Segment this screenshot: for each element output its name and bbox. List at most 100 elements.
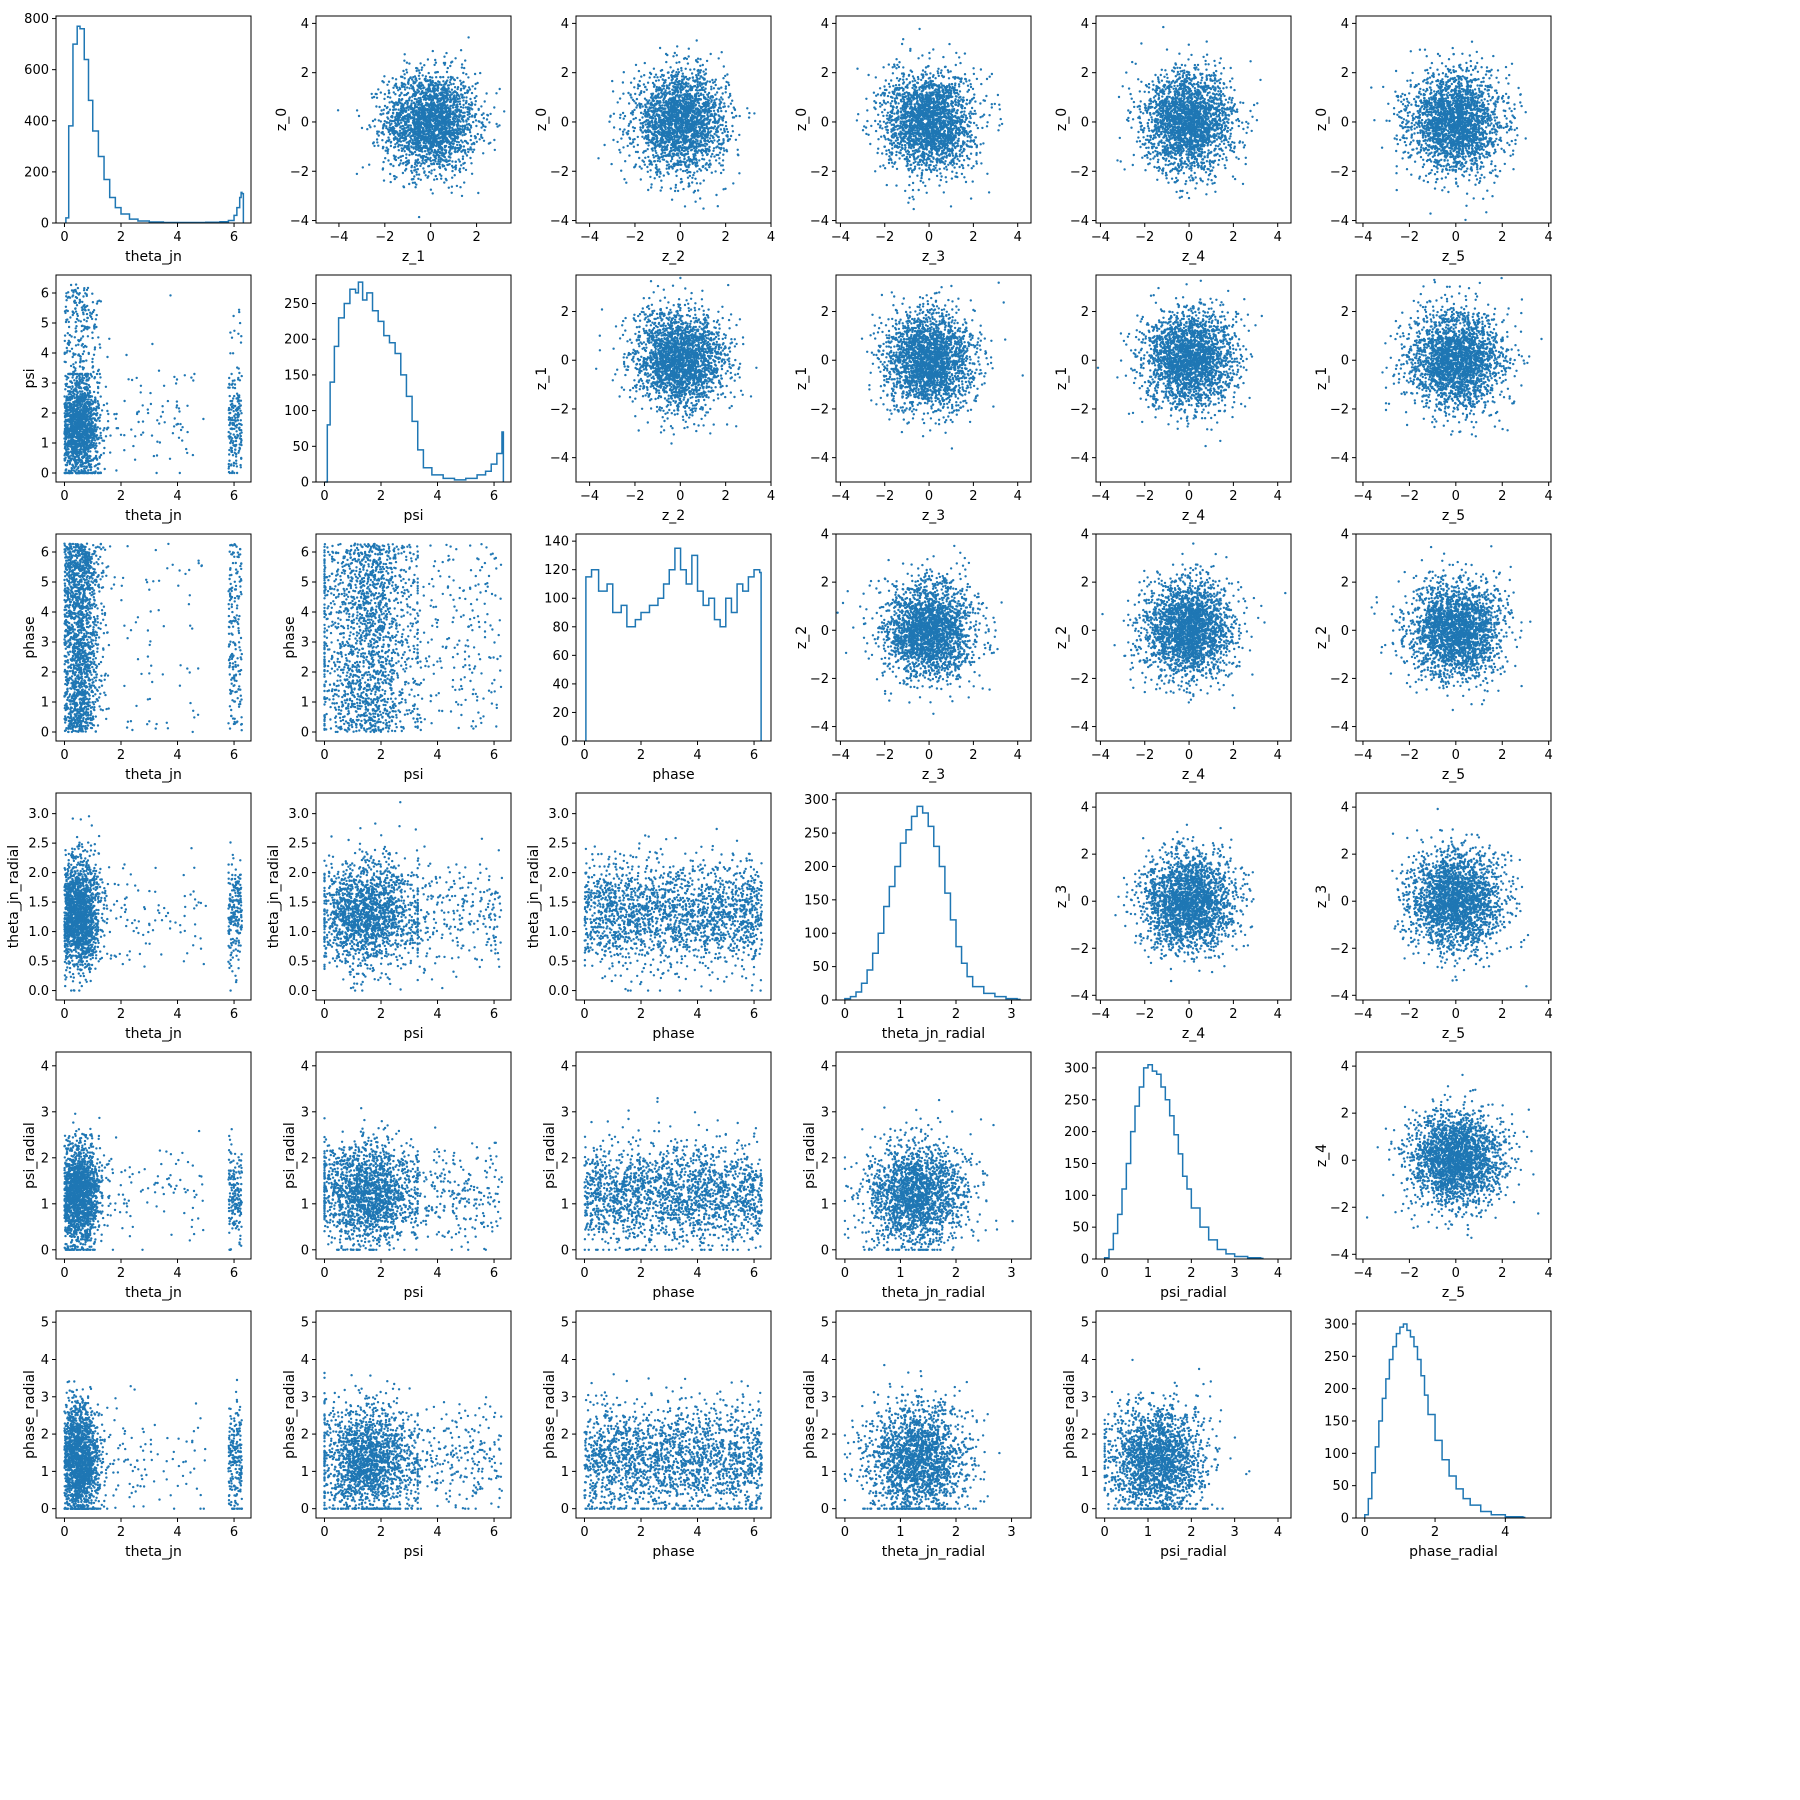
scatter-point (455, 100, 457, 102)
y-tick-label: 20 (552, 706, 569, 721)
scatter-point (461, 141, 463, 143)
scatter-point (408, 62, 410, 64)
scatter-point (451, 137, 453, 139)
scatter-point (422, 132, 424, 134)
scatter-point (402, 70, 404, 72)
scatter-point (460, 151, 462, 153)
scatter-point (461, 134, 463, 136)
x-tick-label: 2 (637, 748, 645, 763)
scatter-point (404, 77, 406, 79)
scatter-point (465, 120, 467, 122)
scatter-point (453, 94, 455, 96)
scatter-point (402, 83, 404, 85)
scatter-point (429, 143, 431, 145)
scatter-point (458, 127, 460, 129)
scatter-point (465, 96, 467, 98)
x-tick-label: 2 (1187, 1266, 1195, 1281)
scatter-point (462, 120, 464, 122)
scatter-point (430, 132, 432, 134)
scatter-point (428, 72, 430, 74)
scatter-point (469, 157, 471, 159)
scatter-point (486, 114, 488, 116)
scatter-point (400, 125, 402, 127)
x-axis-label: theta_jn (125, 249, 182, 265)
scatter-point (398, 123, 400, 125)
scatter-point (495, 92, 497, 94)
scatter-point (383, 81, 385, 83)
scatter-point (438, 158, 440, 160)
scatter-point (432, 98, 434, 100)
scatter-point (495, 123, 497, 125)
scatter-point (387, 118, 389, 120)
scatter-point (423, 64, 425, 66)
scatter-point (427, 157, 429, 159)
scatter-point (472, 121, 474, 123)
scatter-point (397, 109, 399, 111)
y-tick-label: 60 (552, 649, 569, 664)
scatter-point (425, 139, 427, 141)
scatter-point (423, 86, 425, 88)
scatter-point (399, 162, 401, 164)
y-tick-label: 50 (812, 960, 829, 975)
y-tick-label: 250 (1064, 1093, 1089, 1108)
x-tick-label: 4 (1274, 1266, 1282, 1281)
x-tick-label: 0 (580, 748, 588, 763)
y-tick-label: 300 (1064, 1061, 1089, 1076)
scatter-point (429, 93, 431, 95)
scatter-point (456, 144, 458, 146)
scatter-point (463, 67, 465, 69)
scatter-point (453, 142, 455, 144)
scatter-point (461, 118, 463, 120)
scatter-point (428, 165, 430, 167)
scatter-point (463, 145, 465, 147)
x-tick-label: 0 (320, 489, 328, 504)
scatter-point (451, 165, 453, 167)
y-tick-label: 40 (552, 677, 569, 692)
scatter-point (397, 115, 399, 117)
scatter-point (443, 165, 445, 167)
y-tick-label: 150 (804, 893, 829, 908)
scatter-point (408, 183, 410, 185)
scatter-point (428, 83, 430, 85)
scatter-point (415, 67, 417, 69)
scatter-point (407, 92, 409, 94)
scatter-point (372, 120, 374, 122)
scatter-point (486, 118, 488, 120)
x-tick-label: 1 (1144, 1266, 1152, 1281)
scatter-point (442, 89, 444, 91)
scatter-point (397, 157, 399, 159)
scatter-point (443, 181, 445, 183)
scatter-point (414, 163, 416, 165)
scatter-point (433, 169, 435, 171)
y-tick-label: 50 (1332, 1479, 1349, 1494)
scatter-point (428, 171, 430, 173)
scatter-point (396, 104, 398, 106)
scatter-point (431, 112, 433, 114)
y-tick-label: 0 (1341, 1512, 1349, 1527)
scatter-point (416, 141, 418, 143)
scatter-point (414, 123, 416, 125)
scatter-point (389, 119, 391, 121)
scatter-point (426, 104, 428, 106)
scatter-point (375, 93, 377, 95)
scatter-point (460, 88, 462, 90)
scatter-point (394, 122, 396, 124)
scatter-point (407, 124, 409, 126)
scatter-point (461, 96, 463, 98)
scatter-point (402, 162, 404, 164)
scatter-point (448, 187, 450, 189)
scatter-point (447, 118, 449, 120)
scatter-point (467, 36, 469, 38)
x-tick-label: 0 (60, 230, 68, 245)
scatter-point (394, 156, 396, 158)
scatter-point (455, 164, 457, 166)
x-tick-label: 6 (230, 230, 238, 245)
scatter-point (418, 75, 420, 77)
scatter-point (439, 151, 441, 153)
y-tick-label: 800 (24, 12, 49, 27)
scatter-point (456, 77, 458, 79)
scatter-point (470, 101, 472, 103)
scatter-point (432, 115, 434, 117)
scatter-point (418, 161, 420, 163)
scatter-point (442, 135, 444, 137)
